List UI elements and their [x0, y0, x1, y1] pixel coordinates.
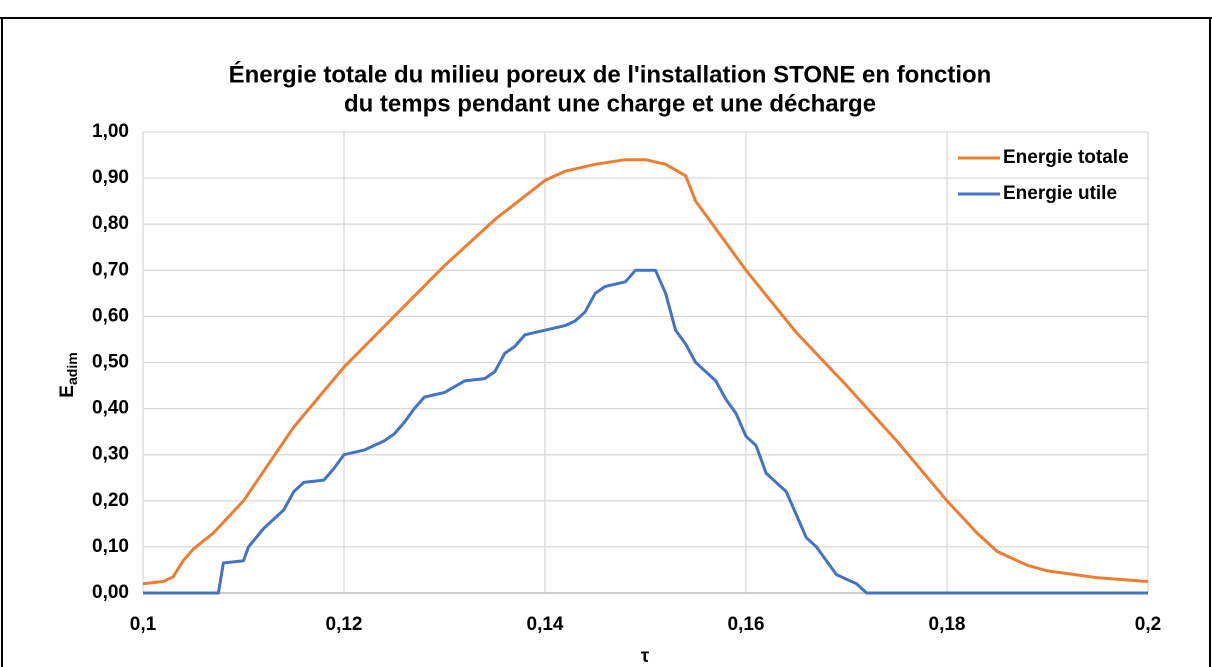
y-tick-label: 0,80	[92, 213, 129, 234]
chart-title: du temps pendant une charge et une décha…	[344, 90, 876, 117]
y-tick-label: 0,30	[92, 444, 129, 465]
y-tick-label: 0,10	[92, 536, 129, 557]
chart-title: Énergie totale du milieu poreux de l'ins…	[229, 60, 992, 88]
y-tick-label: 0,60	[92, 305, 129, 326]
y-tick-label: 0,70	[92, 259, 129, 280]
y-tick-label: 0,20	[92, 490, 129, 511]
y-tick-label: 0,90	[92, 167, 129, 188]
legend-label: Energie totale	[1003, 147, 1129, 168]
y-tick-label: 1,00	[92, 121, 129, 142]
x-tick-label: 0,16	[728, 614, 765, 635]
x-tick-label: 0,12	[326, 614, 363, 635]
x-tick-label: 0,2	[1135, 614, 1161, 635]
x-tick-label: 0,1	[130, 614, 157, 635]
y-tick-label: 0,40	[92, 398, 129, 419]
x-axis-label: τ	[641, 646, 650, 667]
x-tick-label: 0,14	[527, 614, 564, 635]
line-series	[142, 158, 1149, 586]
x-tick-label: 0,18	[929, 614, 966, 635]
line-series	[143, 268, 1148, 595]
y-tick-label: 0,50	[92, 352, 129, 373]
legend-label: Energie utile	[1003, 183, 1117, 204]
y-tick-label: 0,00	[92, 582, 129, 603]
y-axis-label: Eadim	[57, 352, 80, 397]
y-axis-label-main: E	[57, 385, 78, 398]
y-axis-label-sub: adim	[64, 352, 80, 385]
